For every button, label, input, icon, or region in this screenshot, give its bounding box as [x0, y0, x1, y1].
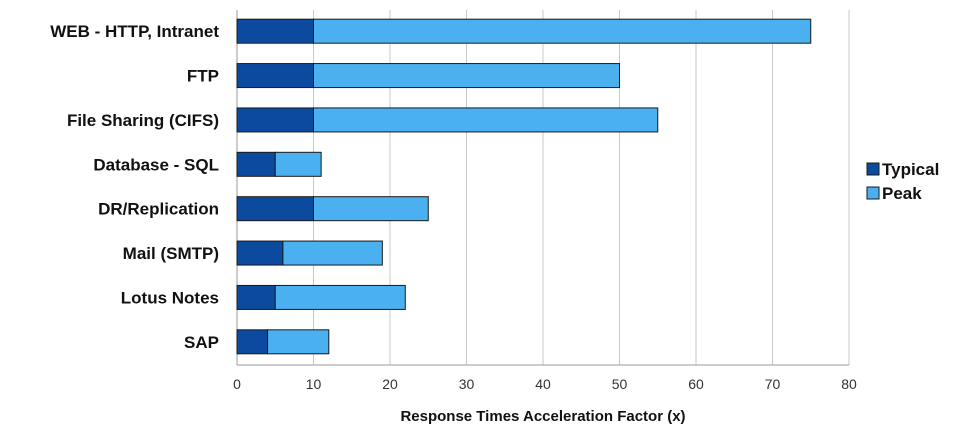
bar-peak-1 [313, 63, 620, 89]
x-tick-label: 70 [765, 376, 781, 392]
legend: Typical Peak [866, 160, 939, 203]
legend-swatch-peak [866, 186, 880, 200]
bars [236, 18, 812, 355]
bar-peak-2 [313, 107, 659, 133]
x-tick-label: 10 [306, 376, 322, 392]
x-axis-title: Response Times Acceleration Factor (x) [400, 408, 685, 425]
bar-typical-0 [236, 18, 314, 44]
category-label: File Sharing (CIFS) [67, 111, 219, 130]
x-tick-label: 50 [612, 376, 628, 392]
legend-label-peak: Peak [882, 184, 922, 203]
bar-typical-3 [236, 151, 276, 177]
category-label: Mail (SMTP) [123, 244, 219, 263]
x-tick-label: 20 [382, 376, 398, 392]
category-label: SAP [184, 333, 219, 352]
x-tick-label: 40 [535, 376, 551, 392]
bar-peak-0 [313, 18, 812, 44]
category-label: Lotus Notes [121, 288, 219, 307]
x-tick-label: 0 [233, 376, 241, 392]
category-label: DR/Replication [98, 200, 219, 219]
bar-typical-6 [236, 284, 276, 310]
bar-peak-5 [282, 240, 383, 266]
x-tick-label: 80 [841, 376, 857, 392]
x-tick-label: 60 [688, 376, 704, 392]
category-label: FTP [187, 67, 219, 86]
x-tick-label: 30 [459, 376, 475, 392]
category-label: WEB - HTTP, Intranet [50, 22, 219, 41]
x-axis-ticks: 0 10 20 30 40 50 60 70 80 [233, 376, 857, 392]
category-label: Database - SQL [93, 155, 219, 174]
bar-peak-4 [313, 196, 429, 222]
bar-peak-3 [274, 151, 322, 177]
bar-typical-7 [236, 329, 269, 355]
legend-label-typical: Typical [882, 160, 939, 179]
category-labels: WEB - HTTP, Intranet FTP File Sharing (CIF… [50, 22, 219, 352]
bar-peak-7 [267, 329, 330, 355]
bar-peak-6 [274, 284, 406, 310]
bar-typical-2 [236, 107, 314, 133]
legend-swatch-typical [866, 162, 880, 176]
bar-typical-5 [236, 240, 284, 266]
bar-typical-4 [236, 196, 314, 222]
bar-typical-1 [236, 63, 314, 89]
